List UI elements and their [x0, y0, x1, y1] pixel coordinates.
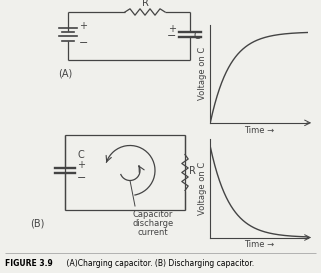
- X-axis label: Time →: Time →: [244, 126, 274, 135]
- Text: R: R: [189, 165, 196, 176]
- Text: R: R: [142, 0, 148, 8]
- Text: discharge: discharge: [132, 219, 174, 228]
- X-axis label: Time →: Time →: [244, 240, 274, 249]
- Text: C: C: [194, 31, 201, 41]
- Text: FIGURE 3.9: FIGURE 3.9: [5, 259, 53, 268]
- Text: +: +: [79, 21, 87, 31]
- Text: current: current: [138, 228, 168, 237]
- Text: −: −: [79, 38, 88, 48]
- Text: (B): (B): [30, 218, 44, 228]
- Text: +: +: [77, 159, 85, 170]
- Y-axis label: Voltage on C: Voltage on C: [198, 162, 207, 215]
- Text: C: C: [78, 150, 85, 159]
- Text: Capacitor: Capacitor: [133, 210, 173, 219]
- Text: (A): (A): [58, 68, 72, 78]
- Text: +: +: [168, 25, 176, 34]
- Text: (A)Charging capacitor. (B) Discharging capacitor.: (A)Charging capacitor. (B) Discharging c…: [57, 259, 254, 268]
- Y-axis label: Voltage on C: Voltage on C: [198, 47, 207, 100]
- Text: −: −: [77, 173, 86, 182]
- Text: −: −: [167, 31, 176, 41]
